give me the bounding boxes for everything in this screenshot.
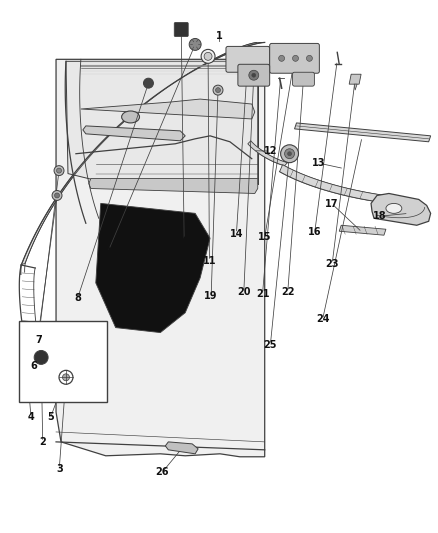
Polygon shape — [21, 43, 265, 265]
Text: 7: 7 — [35, 335, 42, 345]
Text: 19: 19 — [205, 290, 218, 301]
Circle shape — [307, 55, 312, 61]
Polygon shape — [56, 59, 265, 457]
Circle shape — [34, 351, 48, 365]
Circle shape — [189, 38, 201, 51]
Text: 4: 4 — [28, 413, 34, 423]
Text: 17: 17 — [325, 199, 339, 209]
Text: 15: 15 — [258, 232, 272, 243]
Circle shape — [213, 85, 223, 95]
Text: 9: 9 — [105, 247, 111, 257]
Polygon shape — [66, 61, 258, 185]
Polygon shape — [248, 141, 288, 166]
Circle shape — [285, 149, 294, 159]
Text: 5: 5 — [47, 413, 54, 423]
Text: 2: 2 — [39, 438, 46, 447]
Text: 18: 18 — [373, 211, 387, 221]
Polygon shape — [279, 165, 412, 205]
Circle shape — [63, 374, 70, 381]
Text: 25: 25 — [264, 340, 277, 350]
Text: 11: 11 — [203, 256, 216, 266]
Ellipse shape — [386, 204, 402, 213]
Circle shape — [279, 55, 285, 61]
Circle shape — [201, 50, 215, 63]
Polygon shape — [21, 362, 56, 380]
Text: 6: 6 — [31, 361, 37, 371]
Circle shape — [293, 55, 298, 61]
Circle shape — [215, 87, 220, 93]
Circle shape — [281, 145, 298, 163]
Circle shape — [59, 370, 73, 384]
Polygon shape — [349, 74, 361, 84]
Text: 3: 3 — [56, 464, 63, 474]
Text: 8: 8 — [74, 293, 81, 303]
Polygon shape — [81, 99, 255, 119]
Text: 10: 10 — [177, 236, 191, 246]
Circle shape — [249, 70, 259, 80]
Text: 14: 14 — [230, 229, 243, 239]
Polygon shape — [354, 84, 357, 90]
Polygon shape — [83, 126, 185, 141]
Text: 1: 1 — [215, 31, 223, 41]
Polygon shape — [96, 204, 210, 333]
Polygon shape — [371, 193, 431, 225]
Polygon shape — [165, 442, 198, 454]
FancyBboxPatch shape — [226, 46, 270, 72]
Circle shape — [144, 78, 153, 88]
FancyBboxPatch shape — [19, 321, 107, 402]
Circle shape — [57, 168, 61, 173]
Text: 13: 13 — [312, 158, 326, 168]
Ellipse shape — [122, 111, 140, 123]
FancyBboxPatch shape — [238, 64, 270, 86]
Polygon shape — [294, 123, 431, 142]
Polygon shape — [29, 380, 39, 387]
Text: 23: 23 — [325, 259, 339, 269]
Polygon shape — [339, 225, 386, 235]
Circle shape — [54, 166, 64, 175]
FancyBboxPatch shape — [174, 22, 188, 36]
Text: 26: 26 — [155, 467, 169, 477]
Circle shape — [288, 152, 292, 156]
Circle shape — [204, 52, 212, 60]
Text: 12: 12 — [264, 146, 277, 156]
Text: 24: 24 — [316, 314, 329, 325]
Circle shape — [52, 190, 62, 200]
Circle shape — [252, 73, 256, 77]
Text: 16: 16 — [308, 227, 321, 237]
Polygon shape — [89, 179, 258, 193]
Text: 22: 22 — [281, 287, 294, 297]
FancyBboxPatch shape — [270, 43, 319, 73]
FancyBboxPatch shape — [293, 72, 314, 86]
Circle shape — [55, 193, 60, 198]
Text: 20: 20 — [237, 287, 251, 297]
Text: 21: 21 — [256, 289, 269, 299]
